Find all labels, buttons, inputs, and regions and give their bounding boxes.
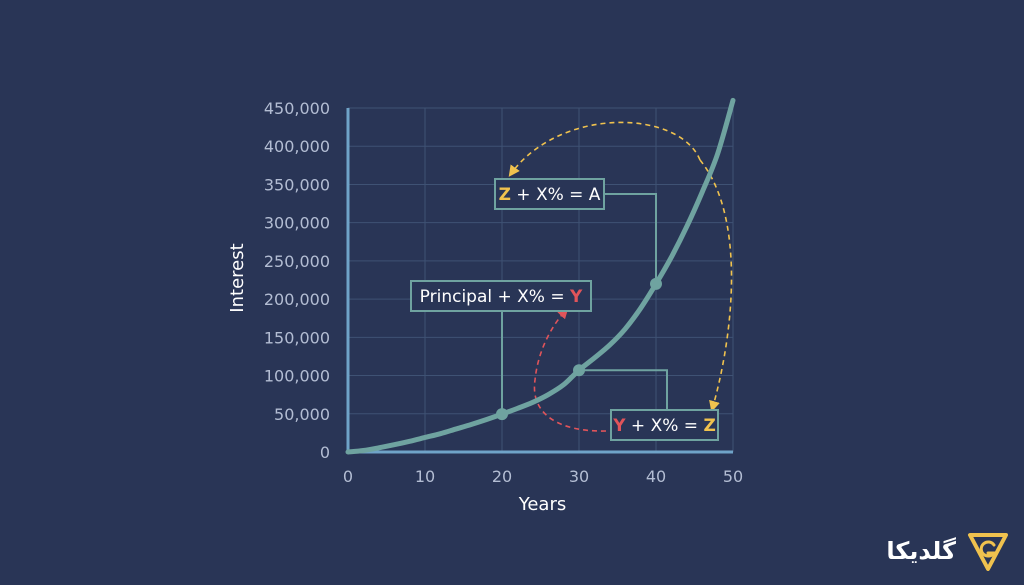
interest-curve xyxy=(345,97,736,455)
red-dashed-arrow xyxy=(533,307,607,432)
x-tick-label: 40 xyxy=(646,467,666,486)
y-tick-label: 400,000 xyxy=(264,137,330,156)
annotation-label-part: Z xyxy=(703,416,715,436)
data-point-marker xyxy=(496,408,508,421)
x-axis-title: Years xyxy=(518,494,567,515)
annotation-label: Principal + X% = Y xyxy=(420,287,583,307)
y-tick-label: 200,000 xyxy=(264,290,330,309)
y-tick-label: 350,000 xyxy=(264,175,330,194)
y-axis-title: Interest xyxy=(227,243,248,312)
brand-logo: گلدیکا xyxy=(886,531,1010,571)
y-tick-label: 450,000 xyxy=(264,99,330,118)
logo-text: گلدیکا xyxy=(886,537,956,565)
annotation-label: Z + X% = A xyxy=(499,185,601,205)
y-tick-label: 250,000 xyxy=(264,252,330,271)
annotation-label-part: Y xyxy=(612,416,626,436)
x-tick-label: 0 xyxy=(343,467,353,486)
data-point-marker xyxy=(650,277,662,290)
y-tick-label: 50,000 xyxy=(274,405,330,424)
data-markers xyxy=(496,277,662,421)
x-tick-label: 30 xyxy=(569,467,589,486)
y-tick-label: 0 xyxy=(320,443,330,462)
annotation-label-part: Z xyxy=(499,185,511,205)
annotation-box xyxy=(410,280,592,312)
axes xyxy=(346,108,733,454)
annotation-label: Y + X% = Z xyxy=(612,416,716,436)
data-point-marker xyxy=(573,364,585,377)
yellow-dashed-arrow-right xyxy=(699,159,733,413)
annotation-connector xyxy=(604,193,657,284)
annotation-label-part: Y xyxy=(569,287,583,307)
annotation-label-part: + X% = xyxy=(626,416,704,436)
yellow-dashed-arrow-top xyxy=(508,121,701,177)
grid xyxy=(348,107,734,452)
annotation-boxes: Principal + X% = YY + X% = ZZ + X% = A xyxy=(410,178,719,441)
x-tick-label: 10 xyxy=(415,467,435,486)
x-tick-label: 50 xyxy=(723,467,743,486)
annotation-label-part: + X% = A xyxy=(511,185,601,205)
y-tick-label: 100,000 xyxy=(264,367,330,386)
annotation-label-part: Principal + X% = xyxy=(420,287,570,307)
annotation-connector xyxy=(579,369,668,410)
x-tick-label: 20 xyxy=(492,467,512,486)
annotation-connectors xyxy=(501,193,668,415)
annotation-box xyxy=(494,178,605,210)
tick-labels: 0 50,000 100,000 150,000 200,000 250,000 300,0… xyxy=(264,99,743,486)
y-tick-label: 150,000 xyxy=(264,328,330,347)
goldika-logo-icon xyxy=(968,533,1008,571)
annotation-box xyxy=(610,409,719,441)
annotation-arrows xyxy=(508,121,733,432)
y-tick-label: 300,000 xyxy=(264,214,330,233)
